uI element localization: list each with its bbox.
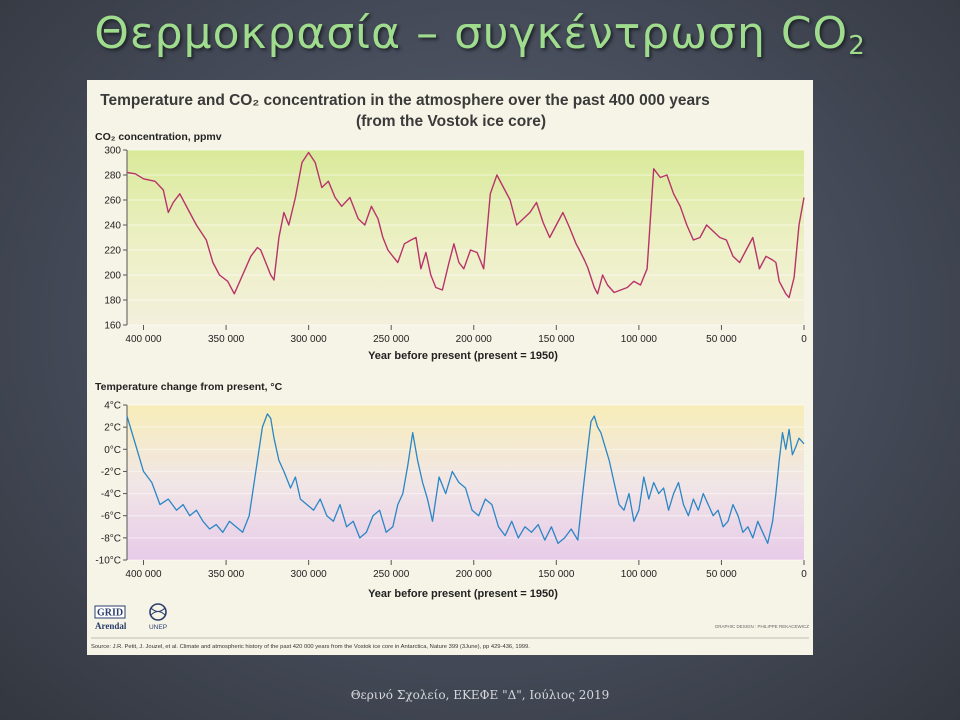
co2-xtick-label: 400 000 [125,334,162,345]
temp-xtick-label: 200 000 [456,569,493,580]
co2-xtick-label: 150 000 [538,334,575,345]
temp-xtick-label: 250 000 [373,569,410,580]
temp-ytick-label: 0°C [104,445,121,456]
co2-xtick-label: 200 000 [456,334,493,345]
slide-footer: Θερινό Σχολείο, ΕΚΕΦΕ "Δ", Ιούλιος 2019 [350,688,610,702]
logo-arendal-text: Arendal [95,621,127,631]
temp-ytick-label: 4°C [104,401,121,412]
temp-axis-title: Temperature change from present, °C [95,381,283,393]
temp-xtick-label: 150 000 [538,569,575,580]
co2-ytick-label: 160 [104,321,121,332]
figure-title-line1: Temperature and CO₂ concentration in the… [100,92,710,109]
co2-ytick-label: 240 [104,221,121,232]
co2-xtick-label: 250 000 [373,334,410,345]
co2-ytick-label: 200 [104,271,121,282]
temp-ytick-label: -2°C [101,467,121,478]
temp-xtick-label: 0 [801,569,807,580]
temp-xtick-label: 300 000 [291,569,328,580]
temp-ytick-label: -4°C [101,489,121,500]
graphic-credit: GRAPHIC DESIGN : PHILIPPE REKACEWICZ [715,624,810,629]
slide-title-text: Θερμοκρασία – συγκέντρωση CO [94,8,849,59]
co2-xtick-label: 50 000 [706,334,737,345]
co2-ytick-label: 300 [104,146,121,157]
temp-xtick-label: 400 000 [125,569,162,580]
temp-ytick-label: -8°C [101,533,121,544]
co2-axis-title: CO₂ concentration, ppmv [95,131,222,143]
temp-ytick-label: -6°C [101,511,121,522]
co2-ytick-label: 260 [104,196,121,207]
slide-title: Θερμοκρασία – συγκέντρωση CO2 [0,8,960,61]
co2-xtick-label: 350 000 [208,334,245,345]
slide-title-subscript: 2 [848,31,866,61]
vostok-figure: Temperature and CO₂ concentration in the… [91,92,810,650]
co2-plot-area [127,150,804,325]
temp-xtick-label: 50 000 [706,569,737,580]
co2-series-line [126,151,805,299]
temp-xtick-label: 350 000 [208,569,245,580]
temp-xtick-label: 100 000 [621,569,658,580]
co2-ytick-label: 220 [104,246,121,257]
co2-ytick-label: 280 [104,171,121,182]
temp-ytick-label: 2°C [104,423,121,434]
temp-x-axis-title: Year before present (present = 1950) [368,588,558,600]
logo-grid-text: GRID [97,608,123,619]
grid-arendal-logo: GRID Arendal [94,605,127,631]
source-citation: Source: J.R. Petit, J. Jouzel, et al. Cl… [91,644,530,650]
unep-logo: UNEP [149,603,167,631]
co2-xtick-label: 300 000 [291,334,328,345]
co2-xtick-label: 100 000 [621,334,658,345]
temp-series-line [126,413,805,545]
logo-unep-text: UNEP [149,624,167,631]
co2-xtick-label: 0 [801,334,807,345]
co2-x-axis-title: Year before present (present = 1950) [368,350,558,362]
co2-ytick-label: 180 [104,296,121,307]
temp-plot-area [127,405,804,560]
figure-title-line2: (from the Vostok ice core) [356,113,546,130]
figure-panel: Temperature and CO₂ concentration in the… [87,80,813,655]
temp-ytick-label: -10°C [95,556,121,567]
